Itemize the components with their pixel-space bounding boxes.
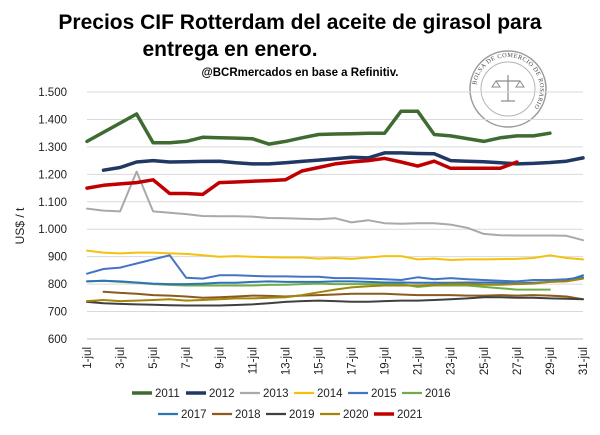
y-tick-label: 800 [48,279,67,291]
x-tick-label: 31-jul [578,347,590,375]
y-tick-label: 1.200 [38,169,67,181]
series-line-2021 [85,156,519,197]
x-tick-label: 19-jul [380,347,392,375]
x-axis-ticks: 1-jul 3-jul 5-jul 7-jul 9-jul 11-jul 13-jul 15-… [82,347,590,375]
x-tick-label: 17-jul [347,347,359,375]
y-tick-label: 1.400 [38,114,67,126]
legend-label-2012: 2012 [209,388,235,400]
series-line-2019 [86,296,584,307]
series-line-2018 [102,290,584,301]
series-line-2015 [86,254,584,283]
series-line-2020 [86,277,584,303]
legend-label-2011: 2011 [155,388,180,400]
series-line-2011 [85,109,552,146]
bcr-seal-logo: BOLSA DE COMERCIO DE ROSARIO [469,50,547,128]
legend: 2011 2012 2013 2014 2015 2016 2017 2018 2019 2020… [132,388,451,421]
legend-label-2014: 2014 [317,388,343,400]
x-tick-label: 27-jul [512,347,524,375]
series-line-2014 [86,249,584,261]
legend-label-2018: 2018 [235,409,261,421]
x-tick-label: 15-jul [313,347,325,375]
legend-label-2016: 2016 [425,388,451,400]
x-tick-label: 9-jul [214,347,226,369]
x-tick-label: 29-jul [545,347,557,375]
series-line-2017 [86,274,584,286]
x-tick-label: 3-jul [115,347,127,369]
x-tick-label: 11-jul [247,347,259,374]
chart-title-line-2: entrega en enero. [142,38,317,61]
y-tick-label: 1.100 [38,197,67,209]
y-axis-label: US$ / t [13,207,27,244]
legend-label-2020: 2020 [343,409,369,421]
y-tick-label: 600 [48,334,67,346]
y-tick-label: 1.500 [38,87,67,99]
x-tick-label: 13-jul [280,347,292,375]
y-tick-label: 900 [48,252,67,264]
x-tick-label: 21-jul [413,347,425,375]
legend-label-2021: 2021 [397,409,423,421]
legend-label-2019: 2019 [289,409,315,421]
legend-label-2013: 2013 [263,388,289,400]
x-tick-label: 23-jul [446,347,458,375]
x-tick-label: 7-jul [181,347,193,369]
series-lines [85,109,585,307]
y-tick-label: 700 [48,307,67,319]
series-line-2012 [101,151,585,172]
legend-label-2015: 2015 [371,388,397,400]
y-tick-label: 1.300 [38,142,67,154]
x-tick-label: 25-jul [479,347,491,375]
chart-title-line-1: Precios CIF Rotterdam del aceite de gira… [58,11,541,34]
y-axis-ticks: 600 700 800 900 1.000 1.100 1.200 1.300 1.400 1.5… [38,87,67,346]
series-line-2013 [86,170,584,242]
x-tick-label: 5-jul [148,347,160,369]
legend-label-2017: 2017 [181,409,207,421]
y-tick-label: 1.000 [38,224,67,236]
chart-subtitle: @BCRmercados en base a Refinitiv. [202,67,399,79]
x-tick-label: 1-jul [82,347,94,369]
